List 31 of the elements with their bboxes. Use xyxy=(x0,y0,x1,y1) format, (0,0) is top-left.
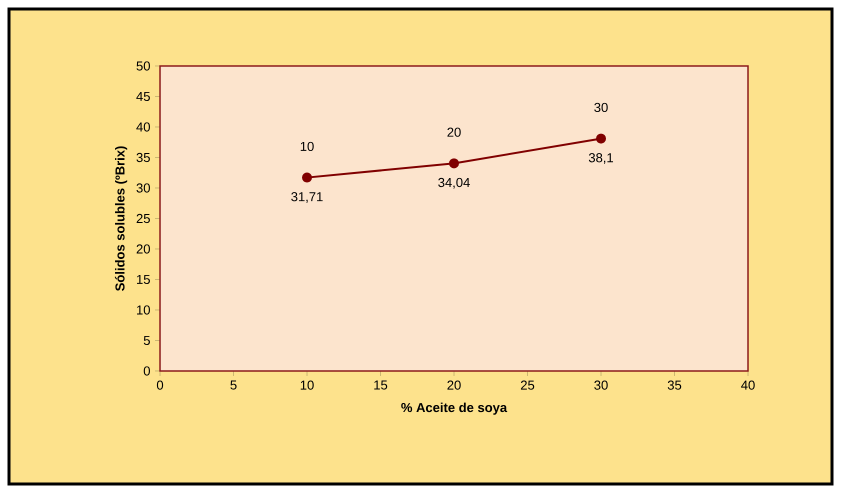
x-tick-label: 30 xyxy=(594,380,608,390)
data-label: 34,04 xyxy=(438,178,470,189)
y-tick-label: 40 xyxy=(136,122,150,132)
x-tick-label: 0 xyxy=(156,380,164,390)
x-tick-label: 40 xyxy=(741,380,755,390)
y-tick-label: 25 xyxy=(136,214,150,224)
x-tick-label: 20 xyxy=(447,380,461,390)
data-label: 38,1 xyxy=(588,153,614,164)
y-tick-label: 45 xyxy=(136,92,150,102)
x-tick-label: 5 xyxy=(230,380,237,390)
annotation: 30 xyxy=(594,102,608,112)
y-tick-label: 50 xyxy=(136,61,150,71)
x-tick-label: 35 xyxy=(668,380,682,390)
x-tick-label: 15 xyxy=(374,380,388,390)
data-label: 31,71 xyxy=(291,192,323,203)
point xyxy=(449,158,460,168)
y-tick-label: 10 xyxy=(137,305,150,315)
annotation: 10 xyxy=(300,142,314,152)
y-tick-label: 15 xyxy=(137,274,150,284)
x-tick-label: 10 xyxy=(300,380,314,390)
y-axis-title: Sólidos solubles (ºBrix) xyxy=(114,146,128,291)
y-tick-label: 20 xyxy=(136,244,150,254)
point xyxy=(596,134,606,144)
x-tick-label: 25 xyxy=(520,380,534,390)
annotation: 20 xyxy=(447,128,461,137)
x-axis-title: % Aceite de soya xyxy=(401,402,508,415)
point xyxy=(302,172,312,183)
y-tick-label: 0 xyxy=(144,366,150,376)
y-tick-label: 35 xyxy=(136,152,150,162)
y-tick-label: 5 xyxy=(144,336,150,346)
y-tick-label: 30 xyxy=(136,183,150,193)
